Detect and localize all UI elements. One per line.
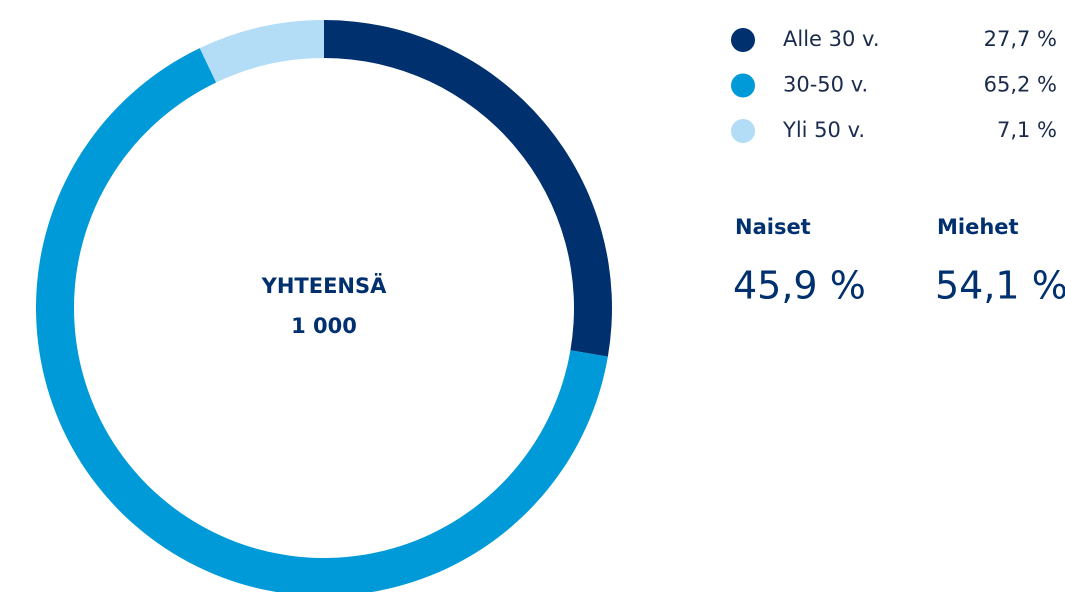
legend-swatch [731,28,755,52]
legend-swatch [731,73,755,98]
legend-label: Yli 50 v. [782,118,865,142]
stat-label: Miehet [937,215,1019,239]
stat-value: 54,1 % [935,264,1065,308]
legend-swatch [731,119,755,143]
center-value: 1 000 [291,314,357,338]
center-title: YHTEENSÄ [261,273,387,298]
legend-label: 30-50 v. [783,73,868,97]
legend-value: 27,7 % [984,27,1057,51]
legend-label: Alle 30 v. [783,27,880,51]
stat-label: Naiset [735,215,811,239]
donut-segment [199,19,324,83]
stat-value: 45,9 % [733,264,866,308]
donut-segment [324,20,612,357]
legend-value: 7,1 % [997,118,1057,142]
legend-value: 65,2 % [984,73,1057,97]
